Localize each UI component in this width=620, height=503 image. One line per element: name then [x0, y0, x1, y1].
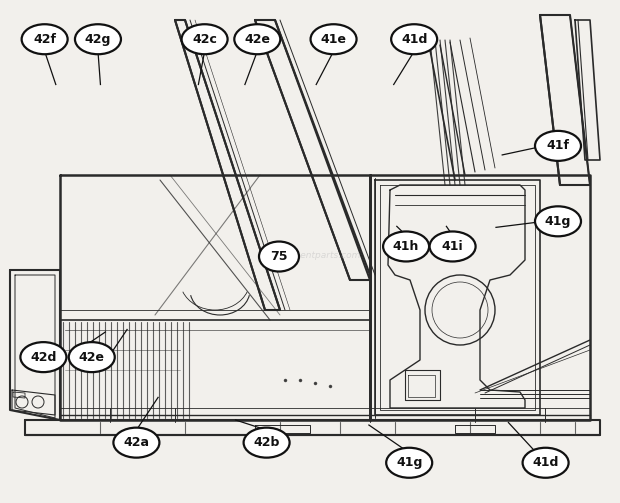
Ellipse shape: [20, 342, 66, 372]
Text: 41g: 41g: [545, 215, 571, 228]
Text: 42f: 42f: [33, 33, 56, 46]
Text: 42c: 42c: [192, 33, 217, 46]
Text: 75: 75: [270, 250, 288, 263]
Text: 41i: 41i: [442, 240, 463, 253]
Text: 41e: 41e: [321, 33, 347, 46]
Ellipse shape: [234, 24, 280, 54]
Text: 42e: 42e: [79, 351, 105, 364]
Ellipse shape: [22, 24, 68, 54]
Text: 41f: 41f: [546, 139, 570, 152]
Text: 41g: 41g: [396, 456, 422, 469]
Ellipse shape: [244, 428, 290, 458]
Ellipse shape: [391, 24, 437, 54]
Text: 42a: 42a: [123, 436, 149, 449]
Text: 42d: 42d: [30, 351, 56, 364]
Text: replacementparts.com: replacementparts.com: [259, 250, 361, 260]
Text: 42b: 42b: [254, 436, 280, 449]
Text: 41h: 41h: [393, 240, 419, 253]
Ellipse shape: [311, 24, 356, 54]
Text: 41d: 41d: [533, 456, 559, 469]
Ellipse shape: [430, 231, 476, 262]
Ellipse shape: [386, 448, 432, 478]
Ellipse shape: [383, 231, 429, 262]
Ellipse shape: [75, 24, 121, 54]
Ellipse shape: [535, 131, 581, 161]
Ellipse shape: [259, 241, 299, 272]
Text: 42g: 42g: [85, 33, 111, 46]
Ellipse shape: [113, 428, 159, 458]
Text: 42e: 42e: [244, 33, 270, 46]
Text: 41d: 41d: [401, 33, 427, 46]
Ellipse shape: [523, 448, 569, 478]
Ellipse shape: [535, 206, 581, 236]
Ellipse shape: [182, 24, 228, 54]
Ellipse shape: [69, 342, 115, 372]
